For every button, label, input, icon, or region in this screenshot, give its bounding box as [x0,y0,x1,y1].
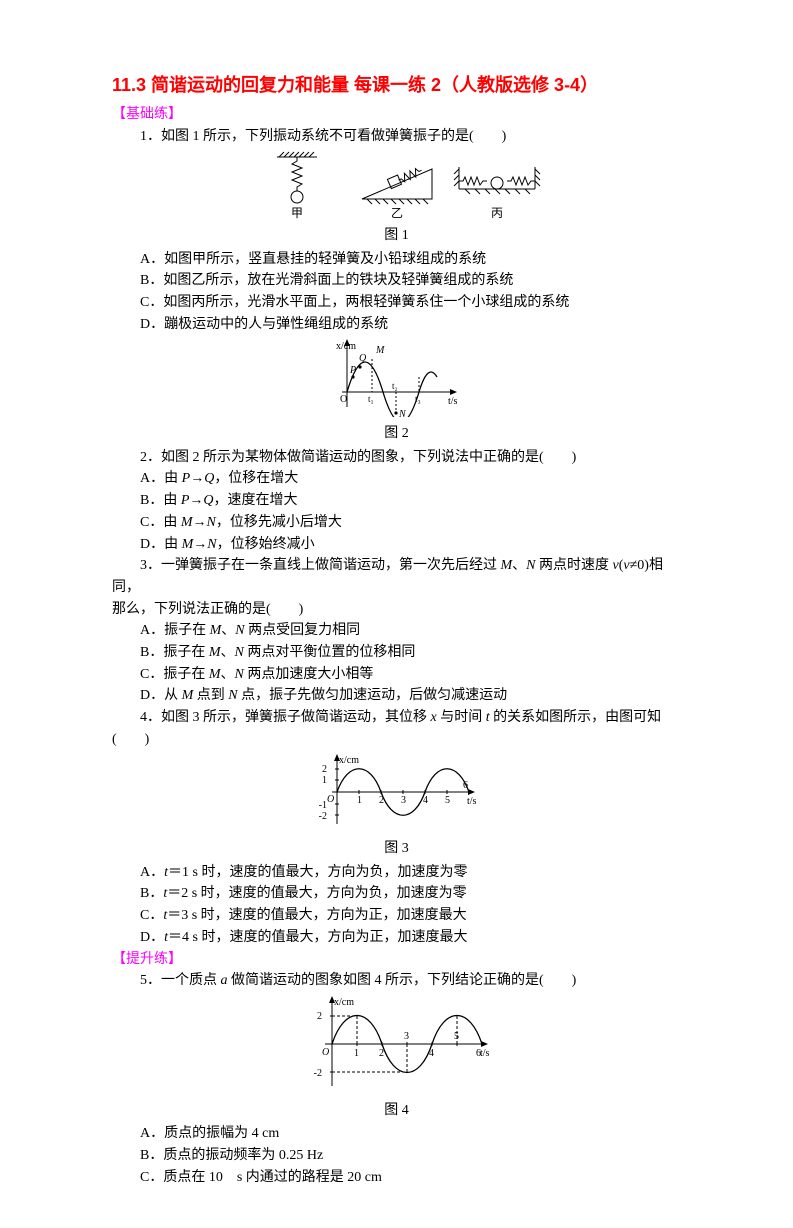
q4-c: C．t＝3 s 时，速度的值最大，方向为正，加速度最大 [112,905,681,927]
svg-text:甲: 甲 [290,206,302,219]
q5-b: B．质点的振动频率为 0.25 Hz [112,1145,681,1167]
page: 11.3 简谐运动的回复力和能量 每课一练 2（人教版选修 3-4） 【基础练】… [0,0,793,1228]
figure-4: x/cm t/s O 2 -2 1 2 3 4 5 6 [112,994,681,1102]
svg-text:N: N [398,409,407,417]
svg-text:t/s: t/s [467,796,477,807]
q3-c: C．振子在 M、N 两点加速度大小相等 [112,664,681,686]
svg-text:t₂: t₂ [392,381,398,391]
q5-stem: 5．一个质点 a 做简谐运动的图象如图 4 所示，下列结论正确的是( ) [112,970,681,992]
svg-text:O: O [322,1047,329,1058]
svg-text:O: O [340,394,347,405]
svg-text:乙: 乙 [390,206,402,219]
q3-d: D．从 M 点到 N 点，振子先做匀加速运动，后做匀减速运动 [112,685,681,707]
svg-text:Q: Q [359,353,367,364]
svg-text:t/s: t/s [480,1048,490,1059]
fig1-label: 图 1 [112,225,681,247]
q1-stem: 1．如图 1 所示，下列振动系统不可看做弹簧振子的是( ) [112,126,681,148]
q2-a: A．由 P→Q，位移在增大 [112,468,681,490]
fig3-svg: x/cm t/s O 2 1 -1 -2 1 2 3 4 5 6 [312,752,482,832]
q3-stem-a: 3．一弹簧振子在一条直线上做简谐运动，第一次先后经过 M、N 两点时速度 v(v… [112,555,681,598]
svg-text:t/s: t/s [448,396,458,407]
svg-text:P: P [349,365,356,376]
svg-text:3: 3 [404,1031,409,1042]
q1-a: A．如图甲所示，竖直悬挂的轻弹簧及小铅球组成的系统 [112,249,681,271]
figure-2: x/cm t/s O P Q M N t₁ t₂ t₃ [112,337,681,425]
svg-text:2: 2 [379,1048,384,1059]
q2-stem: 2．如图 2 所示为某物体做简谐运动的图象，下列说法中正确的是( ) [112,447,681,469]
figure-1: 甲 乙 [112,149,681,227]
svg-text:1: 1 [322,775,327,786]
fig1-svg: 甲 乙 [247,149,547,219]
fig3-label: 图 3 [112,838,681,860]
svg-text:t₃: t₃ [415,394,421,404]
fig2-svg: x/cm t/s O P Q M N t₁ t₂ t₃ [332,337,462,417]
q4-stem-a: 4．如图 3 所示，弹簧振子做简谐运动，其位移 x 与时间 t 的关系如图所示，… [112,707,681,729]
q4-a: A．t＝1 s 时，速度的值最大，方向为负，加速度为零 [112,862,681,884]
svg-text:x/cm: x/cm [339,755,359,766]
svg-text:t₁: t₁ [368,394,374,404]
svg-text:O: O [327,794,334,805]
svg-text:2: 2 [322,764,327,775]
q2-d: D．由 M→N，位移始终减小 [112,534,681,556]
svg-text:x/cm: x/cm [336,341,356,352]
q4-stem-b: ( ) [112,729,681,751]
q5-a: A．质点的振幅为 4 cm [112,1123,681,1145]
svg-text:x/cm: x/cm [334,997,354,1008]
q4-b: B．t＝2 s 时，速度的值最大，方向为负，加速度为零 [112,883,681,905]
svg-text:-2: -2 [318,811,326,822]
svg-text:1: 1 [357,795,362,806]
svg-text:6: 6 [476,1048,481,1059]
q5-c: C．质点在 10 s 内通过的路程是 20 cm [112,1167,681,1189]
q1-d: D．蹦极运动中的人与弹性绳组成的系统 [112,314,681,336]
q4-d: D．t＝4 s 时，速度的值最大，方向为正，加速度最大 [112,927,681,949]
svg-text:M: M [375,345,385,356]
section-up: 【提升练】 [112,949,681,971]
svg-text:5: 5 [445,795,450,806]
figure-3: x/cm t/s O 2 1 -1 -2 1 2 3 4 5 6 [112,752,681,840]
q1-c: C．如图丙所示，光滑水平面上，两根轻弹簧系住一个小球组成的系统 [112,292,681,314]
q3-stem-b: 那么，下列说法正确的是( ) [112,599,681,621]
fig2-label: 图 2 [112,423,681,445]
fig4-label: 图 4 [112,1100,681,1122]
svg-text:3: 3 [401,795,406,806]
svg-text:-2: -2 [313,1068,321,1079]
q2-c: C．由 M→N，位移先减小后增大 [112,512,681,534]
svg-text:2: 2 [317,1011,322,1022]
q1-b: B．如图乙所示，放在光滑斜面上的铁块及轻弹簧组成的系统 [112,270,681,292]
q2-b: B．由 P→Q，速度在增大 [112,490,681,512]
doc-title: 11.3 简谐运动的回复力和能量 每课一练 2（人教版选修 3-4） [112,72,681,100]
fig4-svg: x/cm t/s O 2 -2 1 2 3 4 5 6 [297,994,497,1094]
svg-text:1: 1 [354,1048,359,1059]
section-basic: 【基础练】 [112,104,681,126]
svg-text:丙: 丙 [490,206,502,219]
q3-b: B．振子在 M、N 两点对平衡位置的位移相同 [112,642,681,664]
q3-a: A．振子在 M、N 两点受回复力相同 [112,620,681,642]
svg-text:-1: -1 [318,800,326,811]
